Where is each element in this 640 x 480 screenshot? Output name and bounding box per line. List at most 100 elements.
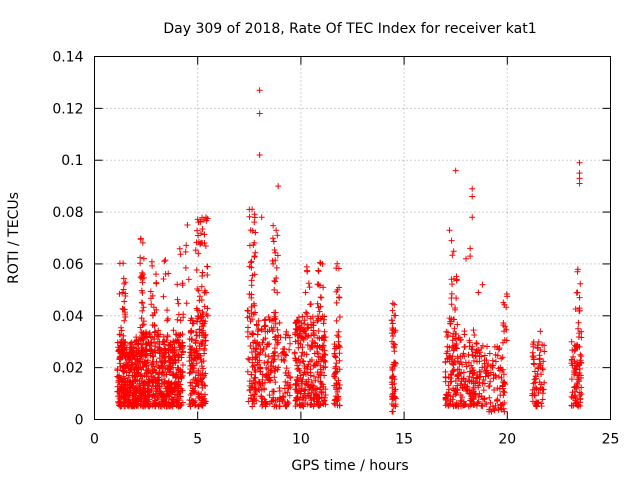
data-point	[248, 277, 255, 284]
data-point	[497, 392, 504, 399]
x-tick-label: 0	[90, 432, 99, 448]
data-point	[248, 371, 255, 378]
data-point	[319, 400, 326, 407]
data-point	[310, 362, 317, 369]
data-point	[263, 364, 270, 371]
x-tick-label: 5	[193, 432, 202, 448]
data-point	[183, 242, 190, 249]
data-point	[162, 385, 169, 392]
data-point	[152, 369, 159, 376]
data-point	[145, 368, 152, 375]
data-point	[175, 331, 182, 338]
data-point	[273, 274, 280, 281]
data-point	[256, 152, 263, 159]
data-point	[575, 319, 582, 326]
data-point	[491, 387, 498, 394]
data-point	[473, 374, 480, 381]
data-point	[139, 403, 146, 410]
data-point	[164, 332, 171, 339]
data-point	[249, 398, 256, 405]
data-point	[449, 281, 456, 288]
data-point	[248, 258, 255, 265]
data-point	[491, 343, 498, 350]
data-point	[292, 381, 299, 388]
x-tick-label: 25	[602, 432, 620, 448]
data-point	[316, 335, 323, 342]
data-point	[541, 342, 548, 349]
data-point	[250, 300, 257, 307]
data-point	[576, 159, 583, 166]
data-point	[171, 344, 178, 351]
data-point	[575, 325, 582, 332]
data-point	[137, 260, 144, 267]
data-point	[320, 320, 327, 327]
data-point	[332, 363, 339, 370]
data-point	[134, 377, 141, 384]
data-point	[143, 346, 150, 353]
data-point	[202, 370, 209, 377]
data-point	[390, 340, 397, 347]
data-point	[388, 317, 395, 324]
data-point	[501, 328, 508, 335]
data-point	[536, 355, 543, 362]
data-point	[320, 284, 327, 291]
data-point	[177, 393, 184, 400]
data-point	[191, 389, 198, 396]
data-point	[469, 185, 476, 192]
data-point	[532, 379, 539, 386]
data-point	[202, 242, 209, 249]
data-point	[189, 336, 196, 343]
y-tick-label: 0.1	[61, 153, 83, 169]
data-point	[197, 218, 204, 225]
data-point	[114, 339, 121, 346]
data-point	[576, 175, 583, 182]
data-point	[477, 368, 484, 375]
data-point	[264, 359, 271, 366]
data-point	[195, 250, 202, 257]
data-point	[575, 403, 582, 410]
data-point	[331, 397, 338, 404]
data-point	[165, 270, 172, 277]
data-point	[139, 269, 146, 276]
data-point	[126, 372, 133, 379]
data-point	[143, 362, 150, 369]
data-point	[336, 381, 343, 388]
data-point	[193, 332, 200, 339]
data-point	[246, 206, 253, 213]
data-point	[574, 371, 581, 378]
data-point	[189, 379, 196, 386]
data-point	[164, 315, 171, 322]
data-point	[144, 393, 151, 400]
data-point	[306, 284, 313, 291]
data-point	[455, 403, 462, 410]
data-point	[153, 271, 160, 278]
data-point	[265, 358, 272, 365]
data-point	[167, 403, 174, 410]
data-point	[572, 394, 579, 401]
data-point	[132, 374, 139, 381]
y-axis-label: ROTI / TECUs	[6, 192, 22, 284]
data-point	[265, 313, 272, 320]
data-point	[150, 353, 157, 360]
data-point	[448, 276, 455, 283]
data-point	[333, 265, 340, 272]
data-point	[481, 352, 488, 359]
data-point	[164, 307, 171, 314]
data-point	[269, 388, 276, 395]
data-point	[153, 279, 160, 286]
data-point	[472, 392, 479, 399]
y-tick-label: 0.02	[52, 361, 83, 377]
data-point	[453, 295, 460, 302]
data-point	[192, 340, 199, 347]
data-point	[282, 389, 289, 396]
data-point	[315, 402, 322, 409]
data-point	[499, 354, 506, 361]
data-point	[253, 321, 260, 328]
data-point	[531, 391, 538, 398]
data-point	[540, 386, 547, 393]
data-point	[254, 359, 261, 366]
data-point	[137, 350, 144, 357]
data-point	[313, 344, 320, 351]
data-point	[283, 328, 290, 335]
data-point	[158, 358, 165, 365]
